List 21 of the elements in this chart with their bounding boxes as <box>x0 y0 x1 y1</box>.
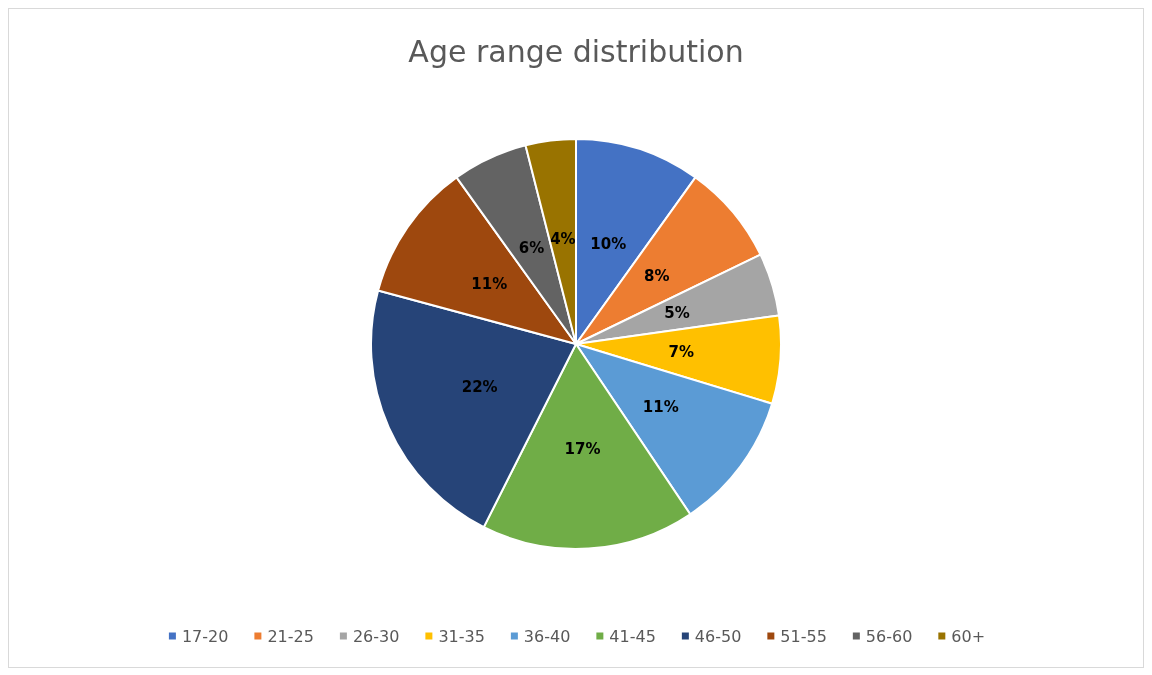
legend-label: 21-25 <box>267 626 314 646</box>
data-label: 4% <box>550 230 576 249</box>
legend-label: 17-20 <box>181 626 229 646</box>
data-label: 10% <box>590 234 627 253</box>
data-label: 11% <box>471 274 508 293</box>
data-label: 17% <box>564 440 601 459</box>
legend-label: 31-35 <box>438 626 485 646</box>
data-label: 5% <box>664 304 690 323</box>
legend-label: 51-55 <box>780 626 827 646</box>
data-label: 8% <box>643 267 670 286</box>
legend-label: 56-60 <box>865 626 913 646</box>
data-label: 22% <box>461 378 498 397</box>
data-label: 11% <box>642 397 679 416</box>
data-label: 7% <box>668 343 694 362</box>
legend-label: 41-45 <box>609 626 656 646</box>
data-label: 6% <box>518 239 545 258</box>
legend-label: 60+ <box>951 626 986 646</box>
legend-label: 26-30 <box>352 626 400 646</box>
legend-label: 46-50 <box>694 626 742 646</box>
legend-label: 36-40 <box>523 626 571 646</box>
chart-title: Age range distribution <box>408 33 744 69</box>
